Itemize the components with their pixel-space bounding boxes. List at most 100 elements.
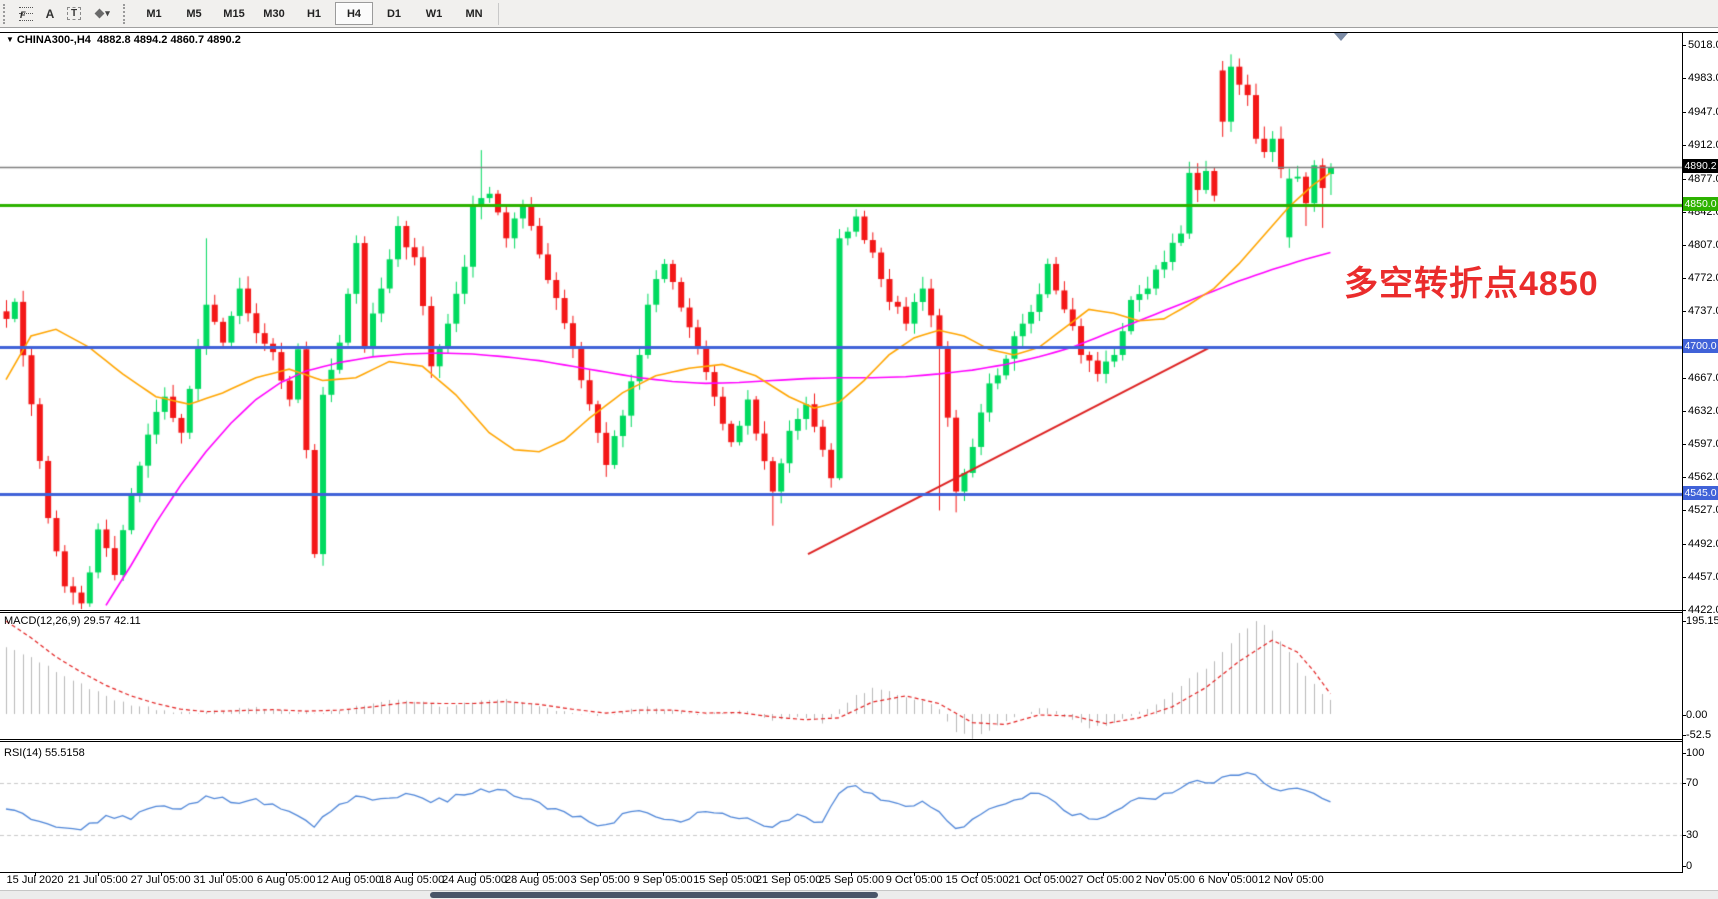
- separator-macd-rsi[interactable]: [0, 739, 1683, 740]
- time-tick-label: 18 Aug 05:00: [379, 874, 445, 886]
- macd-tick-label: 195.15: [1686, 615, 1718, 627]
- rsi-tick-label: 100: [1686, 747, 1705, 759]
- price-level-badge: 4890.2: [1683, 159, 1718, 173]
- text-box-tool-button[interactable]: T: [62, 3, 86, 24]
- rsi-indicator-canvas[interactable]: [0, 742, 1682, 872]
- time-axis-border: [0, 872, 1683, 873]
- time-tick-mark: [1102, 872, 1104, 876]
- time-tick-label: 9 Oct 05:00: [885, 874, 943, 886]
- quote-line[interactable]: ▼ CHINA300-,H4 4882.8 4894.2 4860.7 4890.…: [6, 34, 241, 46]
- timeframe-button-m1[interactable]: M1: [146, 7, 162, 20]
- time-tick-label: 12 Nov 05:00: [1258, 874, 1324, 886]
- macd-tick-mark: [1682, 715, 1686, 716]
- time-tick-mark: [1228, 872, 1230, 876]
- timeframe-button-w1[interactable]: W1: [425, 7, 443, 20]
- price-tick-label: 5018.0: [1688, 38, 1718, 51]
- time-tick-label: 9 Sep 05:00: [633, 874, 693, 886]
- chart-shift-marker-icon[interactable]: [1334, 33, 1348, 41]
- time-tick-mark: [1039, 872, 1041, 876]
- time-tick-mark: [914, 872, 916, 876]
- time-tick-label: 6 Aug 05:00: [256, 874, 316, 886]
- toolbar-grip[interactable]: [3, 3, 10, 24]
- price-tick-label: 4457.0: [1688, 570, 1718, 583]
- price-tick-mark: [1682, 178, 1686, 180]
- rsi-tick-label: 0: [1686, 860, 1693, 872]
- price-tick-mark: [1682, 377, 1686, 379]
- rsi-tick-label: 70: [1686, 777, 1699, 789]
- time-tick-label: 24 Aug 05:00: [442, 874, 508, 886]
- rsi-value: 55.5158: [44, 747, 85, 759]
- price-tick-label: 4737.0: [1688, 305, 1718, 318]
- time-tick-label: 21 Oct 05:00: [1008, 874, 1072, 886]
- toolbar: F A T ▾ M1 M5 M15 M30 H1 H4 D1 W1 MN: [0, 0, 1718, 28]
- time-tick-mark: [223, 872, 225, 876]
- fibonacci-icon: F: [19, 6, 33, 21]
- price-tick-mark: [1682, 543, 1686, 545]
- toolbar-divider: [498, 2, 499, 25]
- time-tick-label: 31 Jul 05:00: [193, 874, 254, 886]
- chart-annotation-text[interactable]: 多空转折点4850: [1344, 265, 1599, 303]
- price-tick-mark: [1682, 576, 1686, 578]
- time-tick-mark: [725, 872, 727, 876]
- time-tick-mark: [160, 872, 162, 876]
- macd-tick-label: 0.00: [1686, 709, 1708, 721]
- separator-main-macd-2: [0, 612, 1683, 613]
- price-tick-mark: [1682, 44, 1686, 46]
- time-tick-label: 15 Oct 05:00: [945, 874, 1009, 886]
- price-tick-label: 4947.0: [1688, 106, 1718, 119]
- text-label-tool-button[interactable]: A: [38, 3, 62, 24]
- time-tick-label: 21 Sep 05:00: [755, 874, 822, 886]
- toolbar-grip[interactable]: [123, 3, 130, 24]
- price-tick-label: 4772.0: [1688, 272, 1718, 285]
- status-strip: [0, 890, 1718, 899]
- price-level-badge: 4700.0: [1683, 339, 1718, 354]
- price-tick-label: 4422.0: [1688, 603, 1718, 616]
- chart-top-border: [0, 32, 1718, 33]
- quote-open: 4882.8: [97, 34, 131, 46]
- price-tick-label: 4807.0: [1688, 238, 1718, 251]
- arrows-icon: [94, 8, 105, 19]
- macd-tick-mark: [1682, 735, 1686, 736]
- timeframe-button-m15[interactable]: M15: [223, 7, 245, 20]
- time-tick-label: 15 Jul 2020: [6, 874, 64, 886]
- timeframe-button-m30[interactable]: M30: [263, 7, 285, 20]
- separator-macd-rsi-2: [0, 741, 1683, 742]
- price-tick-mark: [1682, 211, 1686, 213]
- timeframe-button-h4[interactable]: H4: [335, 2, 373, 25]
- time-tick-mark: [537, 872, 539, 876]
- time-tick-mark: [286, 872, 288, 876]
- time-tick-mark: [663, 872, 664, 876]
- price-axis-border: [1682, 32, 1683, 872]
- quote-close: 4890.2: [207, 34, 241, 46]
- price-tick-label: 4912.0: [1688, 139, 1718, 152]
- price-level-badge: 4545.0: [1683, 486, 1718, 501]
- macd-label: MACD(12,26,9) 29.57 42.11: [4, 615, 141, 627]
- rsi-tick-mark: [1682, 783, 1686, 784]
- macd-tick-label: -52.5: [1686, 729, 1712, 741]
- time-tick-label: 2 Nov 05:00: [1135, 874, 1196, 886]
- main-chart-canvas[interactable]: [0, 33, 1682, 611]
- price-tick-label: 4667.0: [1688, 371, 1718, 384]
- time-tick-label: 12 Aug 05:00: [316, 874, 382, 886]
- macd-indicator-canvas[interactable]: [0, 613, 1682, 739]
- price-tick-mark: [1682, 278, 1686, 280]
- time-tick-label: 25 Sep 05:00: [818, 874, 885, 886]
- collapse-triangle-icon[interactable]: ▼: [6, 35, 14, 44]
- fibonacci-tool-button[interactable]: F: [14, 3, 38, 24]
- time-tick-label: 21 Jul 05:00: [67, 874, 128, 886]
- price-tick-label: 4492.0: [1688, 537, 1718, 550]
- timeframe-button-m5[interactable]: M5: [186, 7, 202, 20]
- arrows-tool-button[interactable]: ▾: [86, 3, 120, 24]
- time-tick-label: 6 Nov 05:00: [1198, 874, 1258, 886]
- time-tick-label: 15 Sep 05:00: [693, 874, 759, 886]
- time-tick-mark: [851, 872, 853, 876]
- price-level-badge: 4850.0: [1683, 197, 1718, 212]
- price-tick-label: 4877.0: [1688, 172, 1718, 185]
- timeframe-button-h1[interactable]: H1: [306, 7, 322, 20]
- timeframe-button-d1[interactable]: D1: [386, 7, 402, 20]
- price-tick-label: 4983.0: [1688, 71, 1718, 84]
- rsi-tick-mark: [1682, 835, 1686, 836]
- dropdown-caret-icon[interactable]: ▾: [105, 8, 110, 18]
- quote-high: 4894.2: [133, 34, 168, 46]
- timeframe-button-mn[interactable]: MN: [465, 7, 483, 20]
